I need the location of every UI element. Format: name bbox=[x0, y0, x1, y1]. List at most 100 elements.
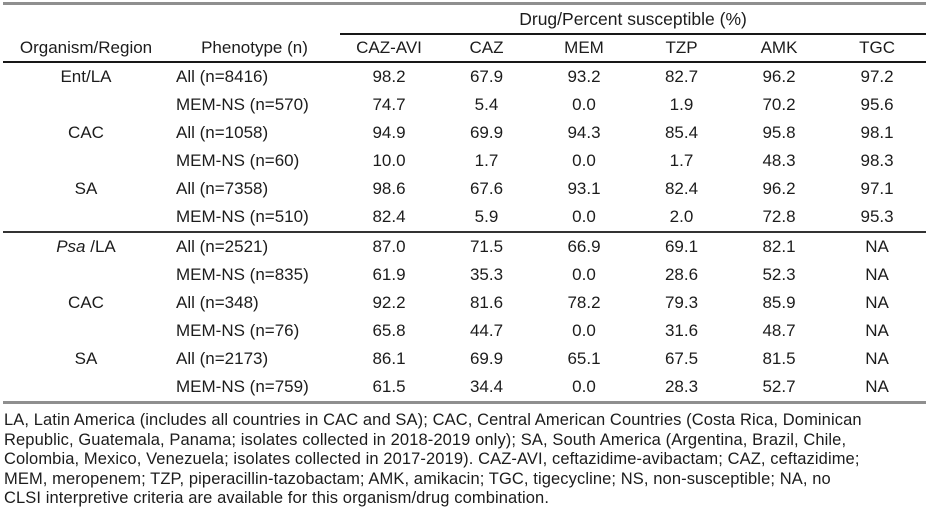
percent-susceptible-cell: NA bbox=[865, 377, 889, 396]
percent-susceptible-cell: 85.9 bbox=[762, 293, 796, 312]
percent-susceptible-cell: 67.5 bbox=[664, 349, 699, 368]
percent-susceptible-cell: 28.6 bbox=[664, 265, 699, 284]
percent-susceptible-cell: 34.4 bbox=[469, 377, 504, 396]
percent-susceptible-cell: 79.3 bbox=[664, 293, 699, 312]
percent-susceptible-cell: NA bbox=[865, 349, 889, 368]
table-row: SA All (n=7358) 98.6 67.6 93.1 82.4 96.2 97.1 bbox=[3, 175, 926, 203]
table-row: MEM-NS (n=76) 65.8 44.7 0.0 31.6 48.7 NA bbox=[3, 317, 926, 345]
phenotype-cell: All (n=2173) bbox=[176, 349, 269, 368]
percent-susceptible-cell: 98.3 bbox=[860, 151, 894, 170]
organism-region-cell: CAC bbox=[3, 119, 169, 147]
percent-susceptible-cell: 97.1 bbox=[860, 179, 894, 198]
percent-susceptible-cell: 93.2 bbox=[567, 67, 601, 86]
percent-susceptible-cell: 28.3 bbox=[664, 377, 699, 396]
percent-susceptible-cell: 86.1 bbox=[372, 349, 406, 368]
footnote: LA, Latin America (includes all countrie… bbox=[3, 411, 926, 509]
percent-susceptible-cell: NA bbox=[865, 321, 889, 340]
organism-abbrev: SA bbox=[74, 349, 98, 368]
percent-susceptible-cell: 65.1 bbox=[567, 349, 601, 368]
percent-susceptible-cell: 98.6 bbox=[372, 179, 406, 198]
percent-susceptible-cell: 67.9 bbox=[469, 67, 504, 86]
phenotype-cell: MEM-NS (n=835) bbox=[176, 265, 309, 284]
percent-susceptible-cell: 96.2 bbox=[762, 179, 796, 198]
percent-susceptible-cell: 66.9 bbox=[535, 231, 633, 261]
percent-susceptible-cell: 98.2 bbox=[372, 67, 406, 86]
percent-susceptible-cell: 82.7 bbox=[664, 67, 699, 86]
table-row: CAC All (n=1058) 94.9 69.9 94.3 85.4 95.8 98.1 bbox=[3, 119, 926, 147]
col-header-phenotype: Phenotype (n) bbox=[169, 34, 340, 63]
percent-susceptible-cell: 69.9 bbox=[469, 349, 504, 368]
organism-region-cell: Psa /LA bbox=[3, 231, 169, 261]
table-row: Psa /LA All (n=2521) 87.0 71.5 66.9 69.1 82.1 N… bbox=[3, 231, 927, 261]
percent-susceptible-cell: 94.9 bbox=[372, 123, 406, 142]
percent-susceptible-cell: 72.8 bbox=[762, 207, 796, 226]
percent-susceptible-cell: 0.0 bbox=[572, 377, 596, 396]
percent-susceptible-cell: 69.9 bbox=[469, 123, 504, 142]
percent-susceptible-cell: 67.6 bbox=[469, 179, 504, 198]
percent-susceptible-cell: 95.8 bbox=[762, 123, 796, 142]
table-body: Ent/LA All (n=8416) 98.2 67.9 93.2 82.7 96.2 97… bbox=[3, 62, 927, 403]
percent-susceptible-cell: 69.1 bbox=[633, 231, 730, 261]
percent-susceptible-cell: 0.0 bbox=[572, 321, 596, 340]
organism-region-cell: SA bbox=[3, 345, 169, 373]
phenotype-cell: All (n=8416) bbox=[176, 67, 269, 86]
table-row: CAC All (n=348) 92.2 81.6 78.2 79.3 85.9 NA bbox=[3, 289, 926, 317]
percent-susceptible-cell: 0.0 bbox=[572, 265, 596, 284]
percent-susceptible-cell: 0.0 bbox=[572, 207, 596, 226]
drug-group-header: Drug/Percent susceptible (%) bbox=[340, 3, 927, 35]
phenotype-cell: All (n=7358) bbox=[176, 179, 269, 198]
percent-susceptible-cell: 44.7 bbox=[469, 321, 504, 340]
organism-abbrev: CAC bbox=[68, 293, 104, 312]
phenotype-cell: MEM-NS (n=76) bbox=[176, 321, 300, 340]
phenotype-cell: MEM-NS (n=60) bbox=[176, 151, 300, 170]
percent-susceptible-cell: 10.0 bbox=[372, 151, 406, 170]
footnote-line: Colombia, Mexico, Venezuela; isolates co… bbox=[4, 450, 860, 469]
organism-region-cell bbox=[3, 203, 169, 232]
organism-abbrev: CAC bbox=[68, 123, 104, 142]
column-header-row: Organism/Region Phenotype (n) CAZ-AVI CA… bbox=[3, 34, 927, 63]
organism-region-cell bbox=[3, 147, 169, 175]
percent-susceptible-cell: 92.2 bbox=[372, 293, 406, 312]
percent-susceptible-cell: 35.3 bbox=[469, 265, 504, 284]
percent-susceptible-cell: NA bbox=[865, 293, 889, 312]
percent-susceptible-cell: 61.5 bbox=[372, 377, 406, 396]
group-header-row: Drug/Percent susceptible (%) bbox=[3, 3, 927, 35]
percent-susceptible-cell: 48.3 bbox=[762, 151, 796, 170]
organism-region-cell bbox=[3, 261, 169, 289]
percent-susceptible-cell: 1.7 bbox=[669, 151, 694, 170]
percent-susceptible-cell: 74.7 bbox=[372, 95, 406, 114]
footnote-line: Republic, Guatemala, Panama; isolates co… bbox=[4, 430, 847, 449]
percent-susceptible-cell: 82.4 bbox=[372, 207, 406, 226]
organism-abbrev-italic: Psa bbox=[56, 237, 86, 256]
percent-susceptible-cell: 82.1 bbox=[730, 231, 828, 261]
organism-region-cell: Ent/LA bbox=[3, 62, 169, 91]
organism-region-cell bbox=[3, 317, 169, 345]
col-header-mem: MEM bbox=[535, 34, 633, 63]
percent-susceptible-cell: 0.0 bbox=[572, 95, 596, 114]
percent-susceptible-cell: 5.9 bbox=[474, 207, 499, 226]
col-header-tzp: TZP bbox=[633, 34, 730, 63]
percent-susceptible-cell: 2.0 bbox=[669, 207, 694, 226]
phenotype-cell: All (n=2521) bbox=[169, 231, 340, 261]
group-header-spacer bbox=[3, 4, 340, 35]
footnote-line: LA, Latin America (includes all countrie… bbox=[4, 411, 862, 429]
percent-susceptible-cell: 78.2 bbox=[567, 293, 601, 312]
phenotype-cell: MEM-NS (n=759) bbox=[176, 377, 309, 396]
percent-susceptible-cell: 95.3 bbox=[860, 207, 894, 226]
table-row: MEM-NS (n=570) 74.7 5.4 0.0 1.9 70.2 95.6 bbox=[3, 91, 926, 119]
organism-region-cell: SA bbox=[3, 175, 169, 203]
percent-susceptible-cell: 85.4 bbox=[664, 123, 699, 142]
table-row: Ent/LA All (n=8416) 98.2 67.9 93.2 82.7 96.2 97… bbox=[3, 62, 926, 91]
footnote-line: MEM, meropenem; TZP, piperacillin-tazoba… bbox=[4, 469, 831, 488]
percent-susceptible-cell: 31.6 bbox=[664, 321, 699, 340]
percent-susceptible-cell: 81.6 bbox=[469, 293, 504, 312]
col-header-caz: CAZ bbox=[438, 34, 535, 63]
percent-susceptible-cell: 81.5 bbox=[762, 349, 796, 368]
organism-abbrev: Ent/LA bbox=[60, 67, 112, 86]
percent-susceptible-cell: NA bbox=[865, 265, 889, 284]
percent-susceptible-cell: 97.2 bbox=[860, 67, 894, 86]
percent-susceptible-cell: 71.5 bbox=[438, 231, 535, 261]
percent-susceptible-cell: 0.0 bbox=[572, 151, 596, 170]
percent-susceptible-cell: 61.9 bbox=[372, 265, 406, 284]
percent-susceptible-cell: 5.4 bbox=[474, 95, 499, 114]
